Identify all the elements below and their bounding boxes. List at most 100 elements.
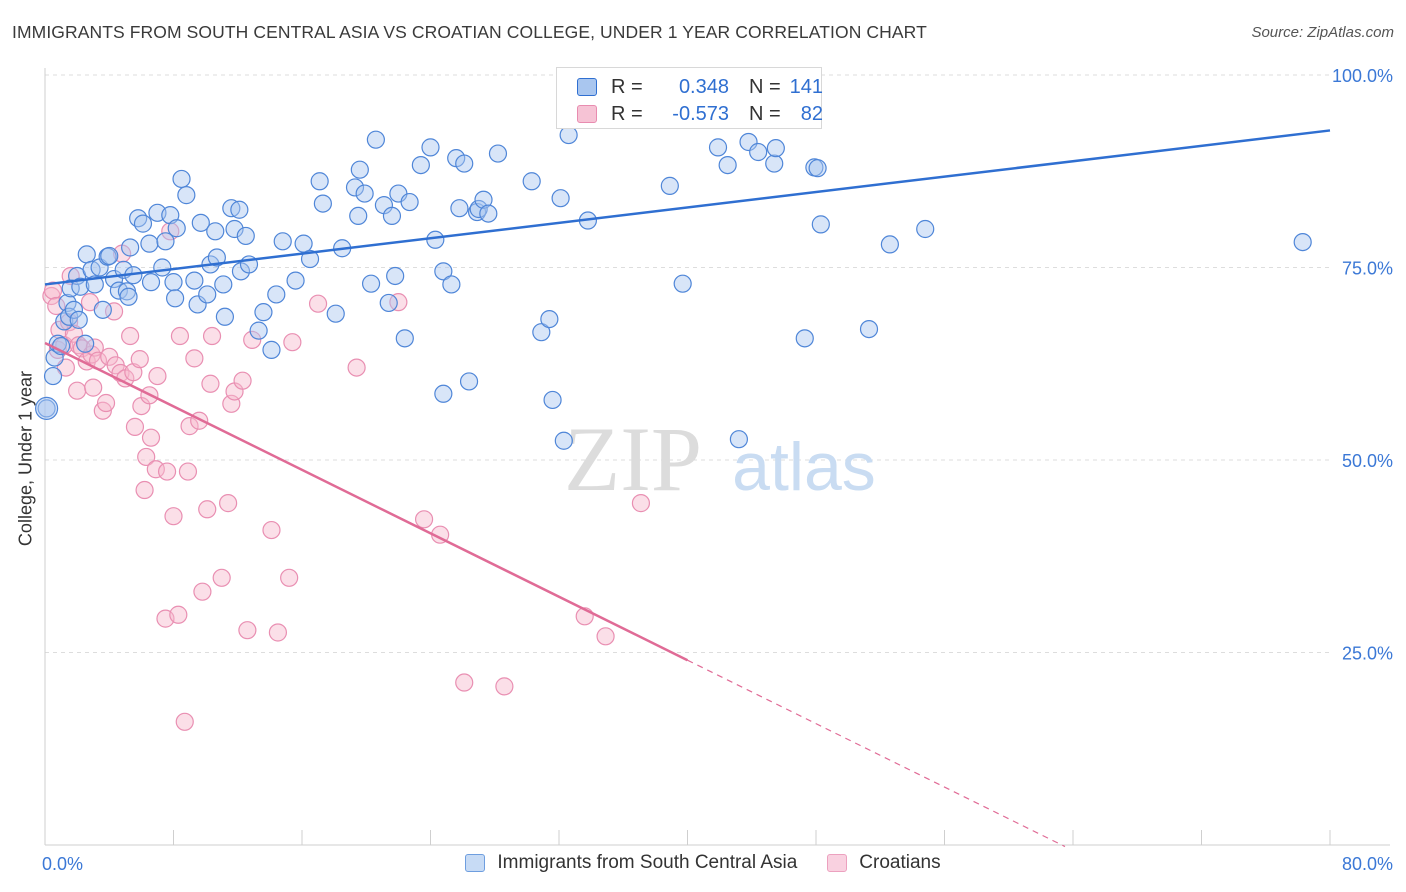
immigrants-point — [718, 155, 737, 175]
croatians-point — [180, 417, 199, 436]
immigrants-point — [76, 334, 95, 353]
legend-label-immigrants: Immigrants from South Central Asia — [497, 852, 798, 873]
r-label: R = — [611, 102, 643, 125]
stats-legend-box: R = 0.348 N = 141 R = -0.573 N = 82 — [556, 67, 823, 129]
immigrants-point — [98, 247, 117, 266]
immigrants-point — [77, 245, 96, 264]
immigrants-point — [172, 169, 191, 189]
immigrants-point — [300, 249, 320, 269]
croatians-point — [219, 494, 238, 513]
immigrants-point — [660, 176, 679, 195]
immigrants-point — [355, 184, 374, 203]
immigrants-point — [366, 130, 385, 149]
immigrants-point — [198, 285, 217, 304]
immigrants-point — [395, 329, 414, 348]
croatians-point — [43, 281, 63, 300]
immigrants-point — [808, 159, 827, 178]
trend-lines — [44, 129, 1331, 848]
immigrants-point — [1293, 232, 1312, 252]
axes — [44, 68, 1390, 846]
croatians-point — [193, 582, 212, 601]
immigrants-point — [161, 206, 180, 225]
immigrants-point — [400, 192, 419, 212]
immigrants-swatch — [577, 78, 597, 96]
immigrants-point — [167, 219, 186, 238]
croatians-point — [175, 712, 194, 731]
x-tick-label: 80.0% — [1342, 854, 1393, 874]
immigrants-point — [673, 274, 692, 293]
croatians-point — [268, 623, 288, 642]
legend-swatch-croatians — [827, 854, 848, 872]
n-label: N = — [749, 75, 781, 98]
croatians-point — [308, 294, 328, 313]
immigrants-points — [35, 105, 1312, 450]
immigrants-point — [811, 215, 830, 234]
immigrants-point — [350, 160, 369, 179]
croatians-point — [125, 417, 145, 436]
immigrants-point — [386, 266, 405, 286]
immigrants-point — [543, 390, 562, 410]
immigrants-point — [345, 178, 365, 197]
watermark-atlas: atlas — [732, 429, 876, 505]
croatians-swatch — [577, 105, 597, 123]
immigrants-point — [58, 293, 77, 313]
immigrants-point-large — [35, 396, 59, 421]
immigrants-point — [880, 235, 899, 254]
croatians-point — [137, 447, 156, 467]
immigrants-point — [434, 262, 453, 281]
immigrants-point — [43, 366, 63, 386]
immigrants-point — [795, 329, 814, 348]
immigrants-point — [310, 172, 329, 191]
croatians-point — [202, 326, 222, 346]
immigrants-point — [765, 154, 784, 173]
croatians-point — [146, 460, 165, 479]
immigrants-point — [450, 199, 469, 218]
immigrants-point — [153, 258, 172, 277]
immigrants-point — [93, 300, 112, 319]
immigrants-point — [554, 431, 573, 450]
croatians-point — [130, 350, 149, 369]
croatians-point — [84, 378, 103, 397]
croatians-point — [283, 333, 302, 352]
croatians-point — [47, 296, 66, 316]
r-label: R = — [611, 75, 643, 98]
immigrants-point — [215, 307, 234, 326]
croatians-point — [157, 462, 177, 481]
y-tick-label: 100.0% — [1332, 66, 1393, 86]
immigrants-point — [434, 384, 453, 403]
croatians-point — [69, 336, 88, 355]
croatians-point — [96, 393, 116, 413]
immigrants-point — [166, 289, 185, 308]
immigrants-point — [141, 273, 161, 292]
immigrants-point — [382, 206, 402, 226]
n-value: 141 — [789, 75, 823, 98]
tick-labels: 25.0% 50.0% 75.0% 100.0% 0.0% 80.0% — [42, 66, 1393, 874]
immigrants-point — [442, 275, 461, 294]
immigrants-point — [294, 234, 313, 253]
immigrants-point — [230, 200, 249, 219]
croatians-points — [42, 222, 651, 731]
immigrants-point — [426, 230, 445, 249]
immigrants-point — [286, 271, 305, 290]
immigrants-point — [559, 125, 578, 145]
immigrants-point — [100, 246, 119, 266]
croatians-point — [414, 510, 434, 529]
immigrants-point — [411, 155, 430, 175]
immigrants-point — [766, 139, 785, 158]
legend-label-croatians: Croatians — [859, 852, 941, 873]
immigrants-point — [188, 295, 207, 314]
croatians-point — [280, 568, 299, 587]
croatians-point — [455, 673, 474, 692]
watermark: ZIP atlas — [564, 408, 876, 510]
immigrants-point — [191, 213, 210, 232]
croatians-point — [121, 326, 140, 346]
immigrants-point — [69, 310, 88, 329]
immigrants-point — [313, 194, 332, 213]
immigrants-point — [254, 303, 273, 322]
immigrants-point — [225, 219, 244, 239]
immigrants-point — [121, 238, 140, 257]
y-tick-label: 25.0% — [1342, 644, 1393, 664]
immigrants-point — [379, 293, 398, 313]
immigrants-point — [206, 222, 225, 241]
n-label: N = — [749, 102, 781, 125]
